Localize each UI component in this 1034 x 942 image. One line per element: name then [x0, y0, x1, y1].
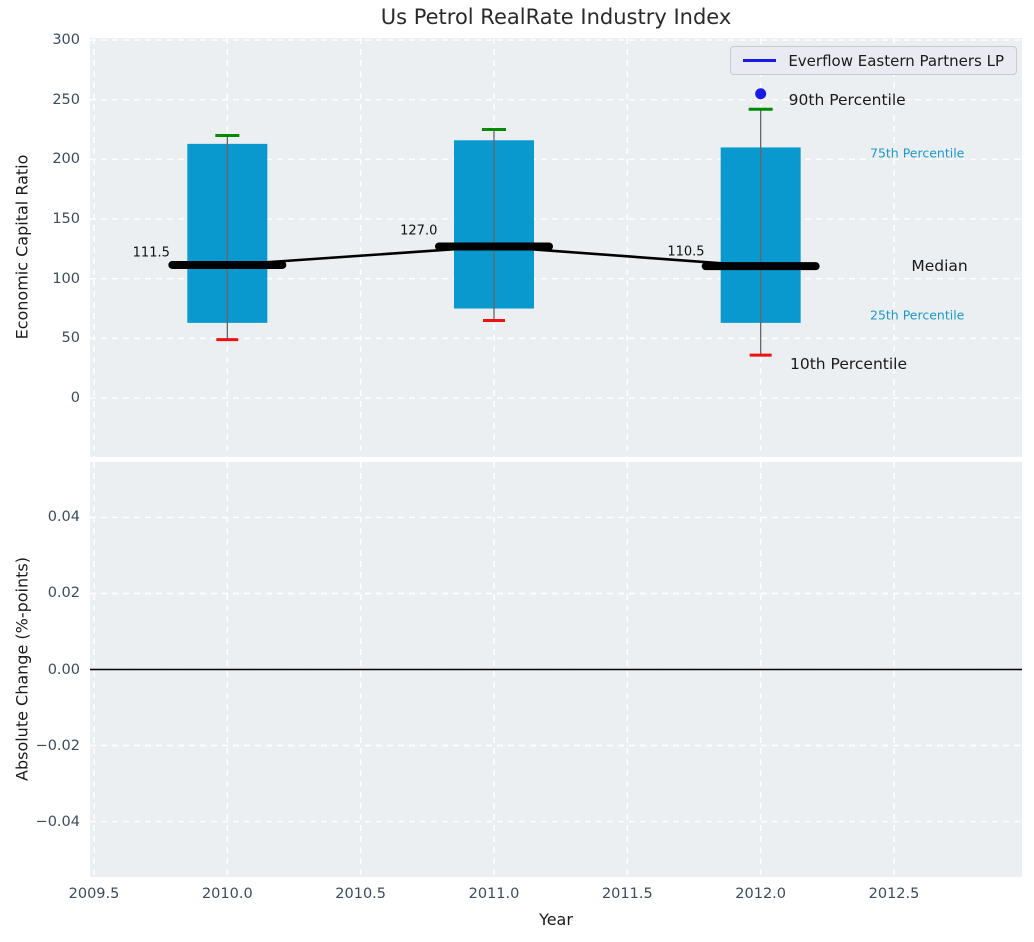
x-tick-label: 2010.5 [335, 886, 387, 902]
annotation: 111.5 [132, 245, 170, 261]
annotation: Median [911, 257, 968, 276]
legend-line-swatch [743, 59, 777, 62]
x-tick-label: 2012.5 [868, 886, 920, 902]
top-y-tick-label: 50 [61, 330, 80, 347]
x-tick-label: 2010.0 [201, 886, 253, 902]
bottom-plot-area [90, 462, 1022, 877]
top-y-tick-label: 300 [52, 32, 80, 49]
annotation: 25th Percentile [870, 307, 965, 322]
top-y-axis-label: Economic Capital Ratio [12, 154, 32, 340]
top-y-tick-label: 200 [52, 151, 80, 168]
annotation: 75th Percentile [870, 145, 965, 161]
legend: Everflow Eastern Partners LP [730, 46, 1017, 75]
x-tick-label: 2009.5 [68, 886, 120, 902]
x-tick-label: 2011.0 [468, 886, 520, 902]
bottom-y-tick-label: 0.00 [47, 661, 80, 678]
top-plot-canvas [90, 38, 1022, 457]
annotation: 90th Percentile [788, 90, 906, 109]
x-axis-label: Year [539, 910, 573, 929]
top-y-tick-label: 100 [52, 270, 80, 287]
legend-label: Everflow Eastern Partners LP [788, 51, 1004, 70]
top-y-tick-label: 250 [52, 91, 80, 108]
top-y-tick-label: 150 [52, 211, 80, 228]
bottom-y-tick-label: −0.02 [35, 737, 80, 754]
bottom-plot-canvas [90, 462, 1022, 877]
x-tick-label: 2011.5 [601, 886, 653, 902]
bottom-y-tick-label: 0.04 [47, 509, 80, 526]
x-tick-label: 2012.0 [735, 886, 787, 902]
annotation: 127.0 [400, 223, 438, 239]
bottom-y-tick-label: −0.04 [35, 813, 80, 830]
top-plot-area [90, 38, 1022, 457]
annotation: 110.5 [667, 244, 705, 260]
annotation: 10th Percentile [790, 355, 908, 374]
chart-title: Us Petrol RealRate Industry Index [380, 5, 732, 29]
company-marker-dot [755, 88, 767, 100]
bottom-y-tick-label: 0.02 [47, 585, 80, 602]
top-y-tick-label: 0 [70, 390, 80, 407]
